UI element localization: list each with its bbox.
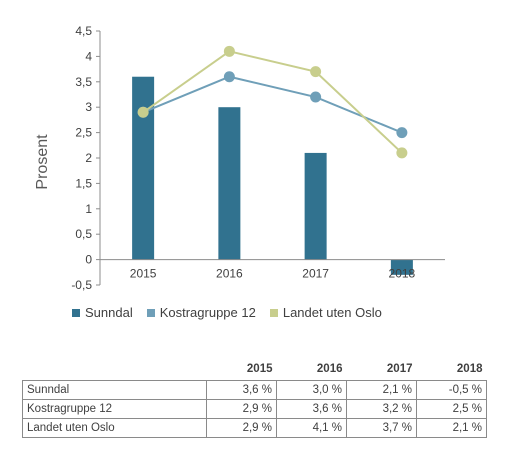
y-tick-label: 2 [85, 151, 92, 165]
chart-legend: Sunndal Kostragruppe 12 Landet uten Oslo [72, 305, 396, 320]
series-point-0-2017 [310, 91, 322, 103]
x-tick-label: 2015 [130, 267, 157, 281]
table-row-label: Landet uten Oslo [22, 418, 207, 438]
legend-label: Sunndal [85, 305, 133, 320]
y-tick-label: 2,5 [75, 126, 92, 140]
table-header-cell: 2017 [386, 363, 413, 375]
bar-2015 [132, 76, 155, 260]
x-tick-label: 2016 [216, 267, 243, 281]
series-point-0-2018 [396, 127, 408, 139]
table-cell: 2,5 % [416, 399, 487, 419]
legend-label: Landet uten Oslo [282, 305, 382, 320]
series-line-0 [142, 75, 403, 134]
series-point-1-2015 [137, 106, 149, 118]
y-tick-label: -0,5 [71, 278, 92, 292]
table-cell: 2,1 % [416, 418, 487, 438]
legend-label: Kostragruppe 12 [159, 305, 256, 320]
y-tick-label: 4,5 [75, 24, 92, 38]
bar-2016 [218, 107, 241, 260]
table-cell: 3,0 % [276, 380, 347, 400]
table-row-label: Sunndal [22, 380, 207, 400]
y-tick-label: 4 [85, 49, 92, 63]
series-point-1-2018 [396, 147, 408, 159]
y-tick-label: 3 [85, 100, 92, 114]
legend-swatch [72, 308, 80, 317]
legend-item-kostragruppe: Kostragruppe 12 [146, 305, 256, 320]
y-tick-label: 0 [85, 253, 92, 267]
x-tick-label: 2018 [389, 267, 416, 281]
table-row: Landet uten Oslo 2,9 % 4,1 % 3,7 % 2,1 % [22, 418, 487, 438]
table-cell: 3,2 % [346, 399, 417, 419]
table-cell: -0,5 % [416, 380, 487, 400]
table-cell: 3,6 % [206, 380, 277, 400]
bar-2018 [390, 259, 413, 275]
x-tick-label: 2017 [302, 267, 329, 281]
series-point-0-2016 [223, 71, 235, 83]
table-header-cell: 2015 [246, 363, 273, 375]
y-tick-label: 1 [85, 202, 92, 216]
y-axis-title: Prosent [34, 134, 51, 190]
series-line-1 [142, 50, 403, 154]
legend-item-sunndal: Sunndal [72, 305, 133, 320]
bar-2017 [304, 152, 327, 260]
table-row-label: Kostragruppe 12 [22, 399, 207, 419]
table-header-row: 2015 2016 2017 2018 [23, 360, 487, 381]
y-tick-label: 3,5 [75, 75, 92, 89]
table-cell: 2,1 % [346, 380, 417, 400]
table-cell: 3,7 % [346, 418, 417, 438]
y-tick-label: 1,5 [75, 176, 92, 190]
series-point-1-2016 [223, 45, 235, 57]
table-row: Kostragruppe 12 2,9 % 3,6 % 3,2 % 2,5 % [22, 399, 487, 419]
combo-chart: 4,5 4 3,5 3 2,5 2 1,5 1 0,5 0 -0,5 Prosent 2015 2016 2… [34, 24, 445, 292]
legend-item-landet: Landet uten Oslo [269, 305, 382, 320]
table-cell: 3,6 % [276, 399, 347, 419]
table-cell: 2,9 % [206, 399, 277, 419]
table-header-cell: 2016 [316, 363, 343, 375]
table-header-cell: 2018 [456, 363, 483, 375]
series-point-1-2017 [310, 66, 322, 78]
legend-swatch [146, 308, 155, 317]
legend-swatch [269, 308, 278, 317]
table-cell: 2,9 % [206, 418, 277, 438]
y-tick-label: 0,5 [75, 227, 92, 241]
table-row: Sunndal 3,6 % 3,0 % 2,1 % -0,5 % [22, 380, 487, 400]
table-header-cell [23, 360, 207, 381]
table-cell: 4,1 % [276, 418, 347, 438]
data-table: 2015 2016 2017 2018 Sunndal 3,6 % 3,0 % … [22, 360, 487, 438]
